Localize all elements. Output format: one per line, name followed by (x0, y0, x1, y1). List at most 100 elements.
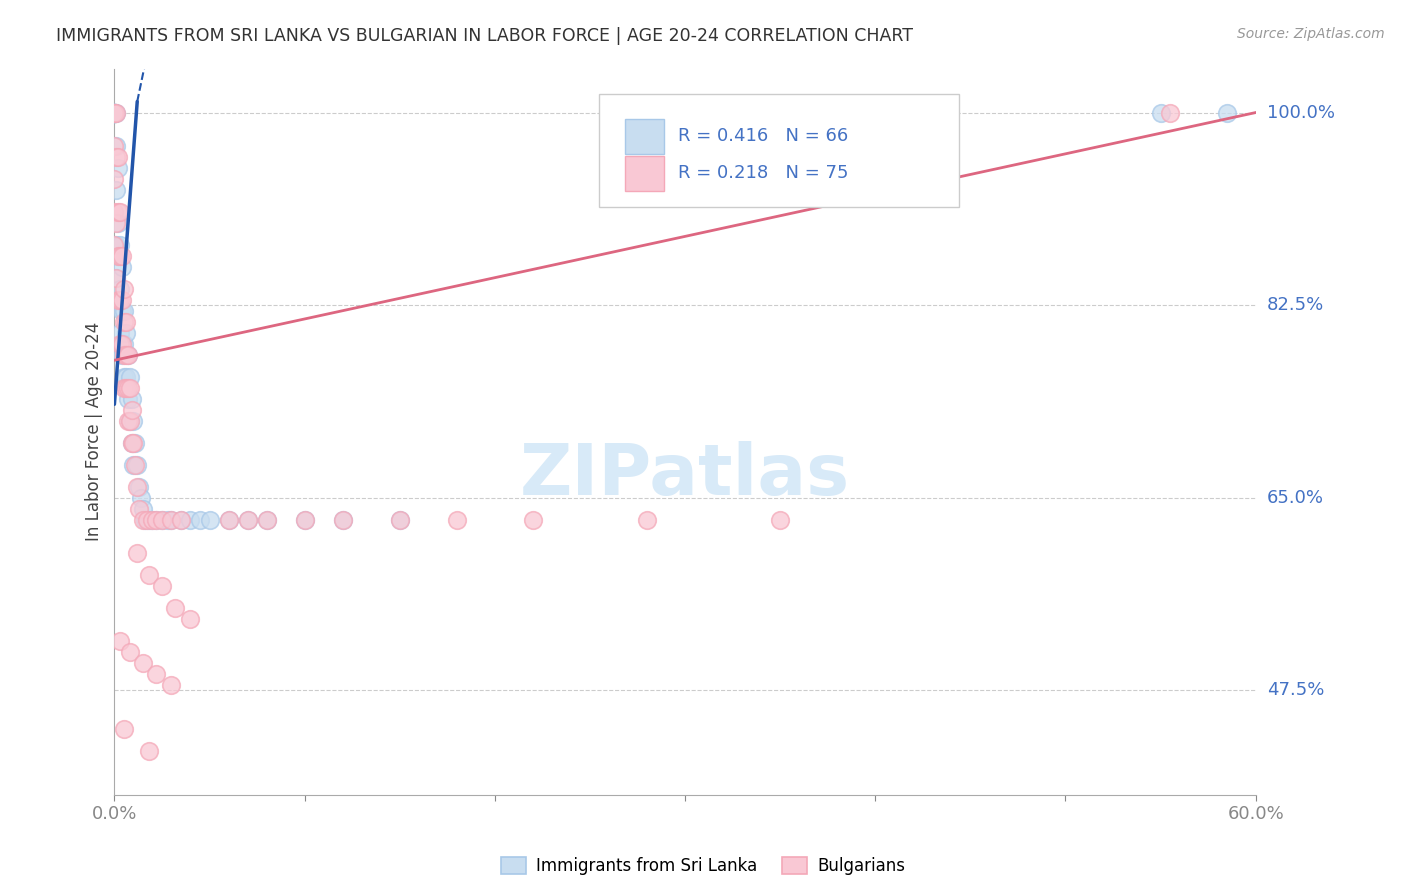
Point (769, 513, 792, 527)
Point (145, 513, 167, 527)
Point (122, 435, 145, 450)
Point (294, 513, 316, 527)
Point (103, 237, 125, 252)
Point (294, 513, 316, 527)
Point (107, 161, 129, 175)
Point (160, 513, 183, 527)
Point (132, 656, 155, 670)
Text: R = 0.218   N = 75: R = 0.218 N = 75 (678, 164, 849, 182)
Point (138, 513, 160, 527)
Point (111, 293, 134, 307)
Text: IMMIGRANTS FROM SRI LANKA VS BULGARIAN IN LABOR FORCE | AGE 20-24 CORRELATION CH: IMMIGRANTS FROM SRI LANKA VS BULGARIAN I… (56, 27, 914, 45)
Point (236, 513, 259, 527)
Point (114, 315, 136, 329)
Point (103, 105, 125, 120)
Point (198, 513, 221, 527)
Point (388, 513, 411, 527)
Point (388, 513, 411, 527)
Point (103, 105, 125, 120)
Point (107, 216, 129, 230)
Text: 82.5%: 82.5% (1267, 296, 1324, 314)
Text: 65.0%: 65.0% (1267, 489, 1324, 507)
Point (107, 249, 129, 263)
Point (138, 568, 160, 582)
Point (150, 513, 173, 527)
Point (160, 513, 183, 527)
Point (103, 204, 125, 219)
Point (636, 513, 658, 527)
Text: 100.0%: 100.0% (1267, 103, 1334, 121)
Point (118, 414, 141, 428)
Point (138, 744, 160, 758)
Point (332, 513, 354, 527)
Point (1159, 105, 1181, 120)
Point (103, 105, 125, 120)
Point (103, 105, 125, 120)
FancyBboxPatch shape (599, 94, 959, 207)
Point (332, 513, 354, 527)
Point (103, 105, 125, 120)
Point (145, 667, 167, 681)
Point (179, 612, 201, 626)
Point (107, 293, 129, 307)
Point (134, 513, 156, 527)
Point (1149, 105, 1171, 120)
Point (256, 513, 278, 527)
Point (122, 458, 145, 472)
Point (108, 336, 131, 351)
Point (105, 105, 128, 120)
Point (111, 303, 134, 318)
Point (150, 513, 173, 527)
Point (108, 326, 131, 340)
Point (124, 458, 146, 472)
Point (150, 579, 173, 593)
Point (112, 282, 135, 296)
Point (121, 435, 143, 450)
Point (107, 249, 129, 263)
Point (121, 402, 143, 417)
Text: Source: ZipAtlas.com: Source: ZipAtlas.com (1237, 27, 1385, 41)
Point (145, 513, 167, 527)
Point (127, 480, 149, 494)
Point (236, 513, 259, 527)
Point (103, 105, 125, 120)
Point (118, 645, 141, 659)
Y-axis label: In Labor Force | Age 20-24: In Labor Force | Age 20-24 (86, 322, 103, 541)
Point (117, 348, 139, 362)
Point (156, 513, 179, 527)
Point (103, 105, 125, 120)
Point (135, 513, 157, 527)
Text: 47.5%: 47.5% (1267, 681, 1324, 699)
Point (103, 105, 125, 120)
Point (108, 204, 131, 219)
Point (112, 303, 135, 318)
Point (108, 634, 131, 648)
Point (103, 105, 125, 120)
Point (108, 293, 131, 307)
Point (107, 204, 129, 219)
Point (522, 513, 544, 527)
Point (107, 150, 129, 164)
Point (179, 513, 201, 527)
Point (103, 105, 125, 120)
Point (112, 369, 135, 384)
Point (111, 260, 134, 274)
Bar (624, 156, 665, 191)
Bar (624, 119, 665, 153)
Point (218, 513, 240, 527)
Point (105, 270, 128, 285)
Point (112, 336, 135, 351)
Point (256, 513, 278, 527)
Point (103, 138, 125, 153)
Point (118, 414, 141, 428)
Point (122, 414, 145, 428)
Point (117, 381, 139, 395)
Point (108, 237, 131, 252)
Point (218, 513, 240, 527)
Point (112, 381, 135, 395)
Point (141, 513, 163, 527)
Point (105, 216, 128, 230)
Point (160, 678, 183, 692)
Point (121, 392, 143, 406)
Point (103, 105, 125, 120)
